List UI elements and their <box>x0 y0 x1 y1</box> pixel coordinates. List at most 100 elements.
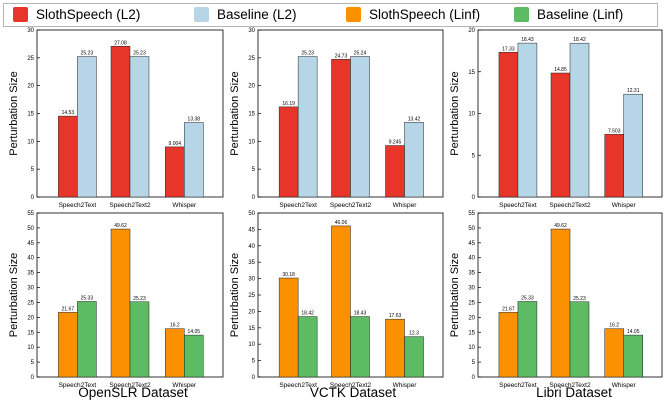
legend-swatch <box>514 7 529 22</box>
y-tick-label: 5 <box>472 360 476 366</box>
x-tick-label: Whisper <box>393 382 418 389</box>
y-tick-label: 10 <box>468 345 475 351</box>
data-label: 16.19 <box>282 101 295 107</box>
y-tick-label: 25 <box>248 293 255 299</box>
legend-label: SlothSpeech (L2) <box>36 7 141 22</box>
bar <box>331 59 351 198</box>
y-tick-label: 0 <box>252 195 256 201</box>
data-label: 18.43 <box>354 311 367 317</box>
y-axis-label: Perturbation Size <box>449 253 461 337</box>
bar <box>58 115 78 198</box>
y-tick-label: 20 <box>27 84 34 90</box>
bar <box>604 134 624 198</box>
bar <box>165 328 185 378</box>
bar <box>569 42 590 198</box>
data-label: 25.23 <box>301 51 314 57</box>
data-label: 17.33 <box>502 46 515 52</box>
data-label: 27.08 <box>114 40 127 46</box>
x-tick-label: Speech2Text <box>499 382 537 389</box>
bar <box>129 56 150 198</box>
x-tick-label: Speech2Text <box>59 202 97 209</box>
data-label: 18.42 <box>301 311 314 317</box>
x-tick-label: Speech2Text <box>279 202 317 209</box>
y-tick-label: 0 <box>31 195 35 201</box>
data-label: 49.62 <box>114 223 127 229</box>
bar <box>350 56 370 198</box>
y-tick-label: 15 <box>468 70 475 76</box>
y-tick-label: 45 <box>27 241 34 247</box>
data-label: 16.2 <box>609 323 619 329</box>
y-tick-label: 25 <box>27 300 34 306</box>
y-tick-label: 15 <box>468 330 475 336</box>
data-label: 24.73 <box>335 53 348 59</box>
bar <box>77 301 97 378</box>
legend-label: Baseline (Linf) <box>537 7 624 22</box>
legend: SlothSpeech (L2) Baseline (L2) SlothSpee… <box>3 3 658 27</box>
dataset-title-libri: Libri Dataset <box>536 385 612 400</box>
bar <box>350 316 370 378</box>
bar <box>110 46 131 198</box>
y-tick-label: 35 <box>468 271 475 277</box>
y-axis-label: Perturbation Size <box>8 253 20 337</box>
bar <box>129 301 150 378</box>
bar <box>498 312 519 378</box>
data-label: 7.503 <box>608 128 621 134</box>
x-tick-label: Speech2Text2 <box>330 202 372 209</box>
x-tick-label: Whisper <box>612 202 637 209</box>
y-tick-label: 20 <box>248 84 255 90</box>
y-tick-label: 45 <box>248 227 255 233</box>
y-tick-label: 40 <box>27 256 34 262</box>
bar <box>404 122 424 198</box>
y-tick-label: 10 <box>27 139 34 145</box>
data-label: 14.05 <box>627 329 640 335</box>
data-label: 25.23 <box>81 51 94 57</box>
y-tick-label: 50 <box>248 211 255 217</box>
y-tick-label: 35 <box>248 260 255 266</box>
data-label: 18.43 <box>521 37 534 43</box>
bar <box>278 277 299 378</box>
legend-label: SlothSpeech (Linf) <box>369 7 481 22</box>
y-tick-label: 0 <box>31 375 35 381</box>
bar <box>385 318 405 378</box>
y-tick-label: 15 <box>248 112 255 118</box>
data-label: 12.31 <box>627 88 640 94</box>
x-tick-label: Whisper <box>612 382 637 389</box>
y-tick-label: 40 <box>468 256 475 262</box>
y-tick-label: 20 <box>468 28 475 34</box>
x-tick-label: Speech2Text2 <box>109 382 151 389</box>
bar <box>184 122 204 198</box>
data-label: 9.245 <box>389 140 402 146</box>
legend-item-sloth-linf: SlothSpeech (Linf) <box>346 7 480 22</box>
bar <box>404 336 424 378</box>
y-tick-label: 0 <box>472 195 476 201</box>
y-axis-label: Perturbation Size <box>229 253 241 337</box>
y-tick-label: 45 <box>468 241 475 247</box>
x-tick-label: Speech2Text2 <box>549 202 591 209</box>
y-tick-label: 15 <box>248 326 255 332</box>
x-tick-label: Speech2Text <box>279 382 317 389</box>
y-tick-label: 10 <box>248 342 255 348</box>
bar <box>165 146 185 198</box>
data-label: 13.38 <box>188 117 201 123</box>
data-label: 25.33 <box>521 295 534 301</box>
y-tick-label: 30 <box>27 286 34 292</box>
bar <box>550 228 571 378</box>
y-tick-label: 5 <box>472 153 476 159</box>
legend-swatch <box>194 7 209 22</box>
y-tick-label: 30 <box>468 286 475 292</box>
dataset-title-openslr: OpenSLR Dataset <box>78 385 188 400</box>
y-tick-label: 55 <box>468 211 475 217</box>
data-label: 21.67 <box>502 306 515 312</box>
y-tick-label: 10 <box>468 112 475 118</box>
bar <box>604 328 624 378</box>
y-tick-label: 5 <box>31 167 35 173</box>
y-tick-label: 25 <box>248 56 255 62</box>
y-tick-label: 25 <box>27 56 34 62</box>
y-tick-label: 50 <box>468 226 475 232</box>
y-tick-label: 35 <box>27 271 34 277</box>
data-label: 12.3 <box>409 331 419 337</box>
bar <box>77 56 97 198</box>
x-tick-label: Whisper <box>172 202 197 209</box>
y-tick-label: 40 <box>248 244 255 250</box>
